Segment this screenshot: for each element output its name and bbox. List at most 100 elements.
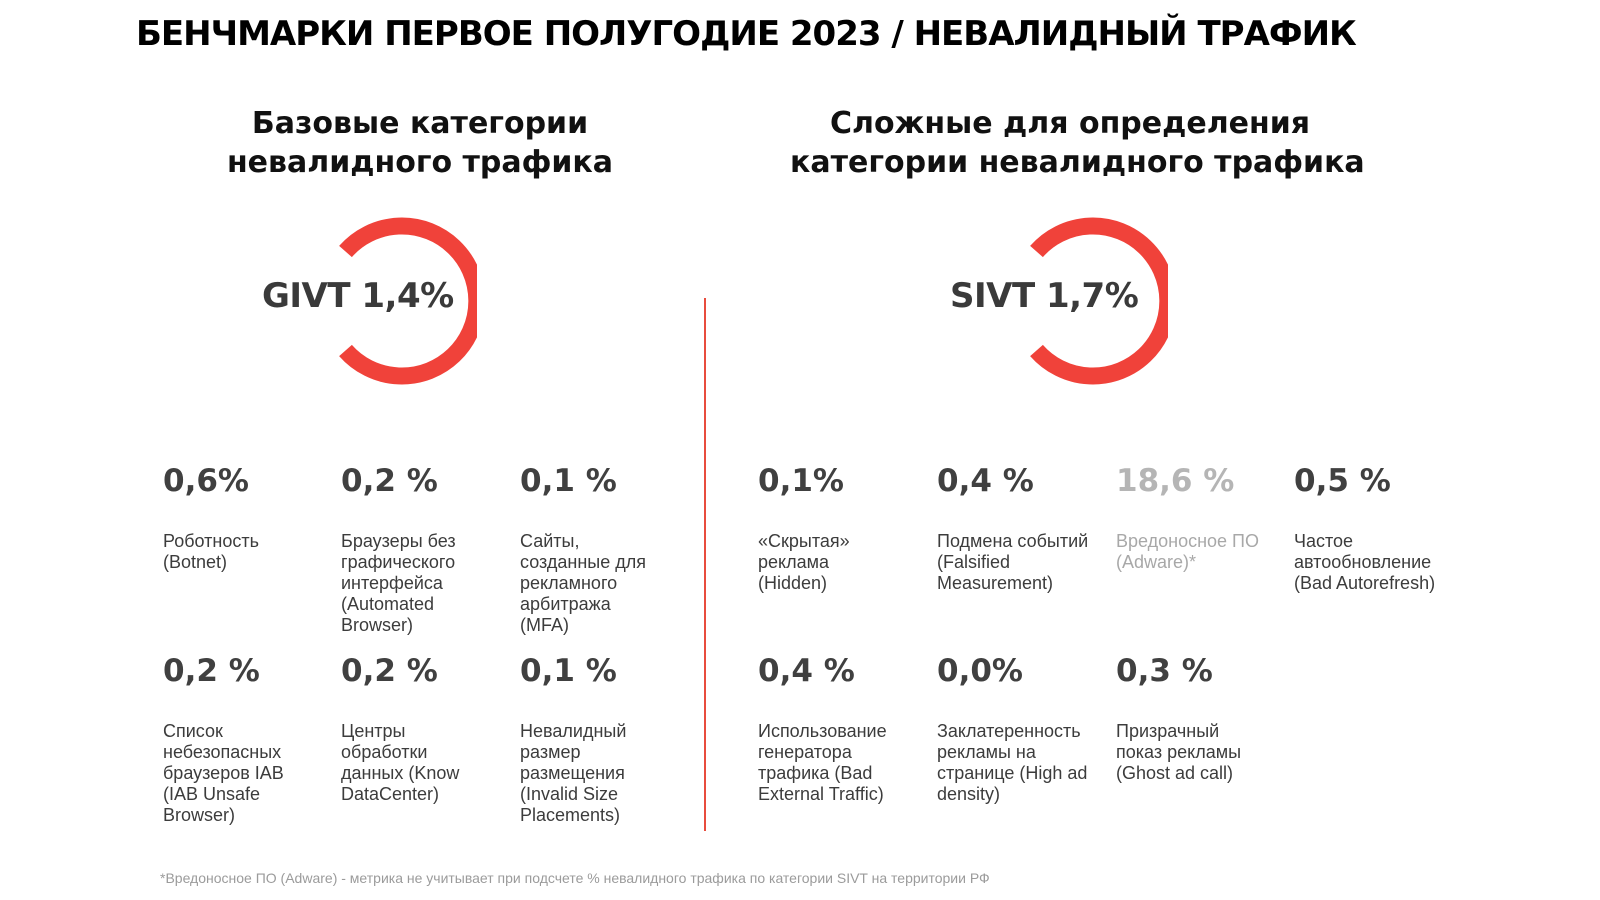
metric-label: Список небезопасных браузеров IAB (IAB Unsa… [163, 721, 333, 826]
metric-label-line: (Falsified [937, 552, 1011, 572]
metric-label-line: графического [341, 552, 456, 572]
metric-value: 0,6% [163, 463, 249, 499]
metric-label: Частое автообновление (Bad Autorefresh) [1294, 531, 1464, 594]
metric-label-line: (Adware)* [1116, 552, 1197, 572]
section-divider [704, 298, 706, 831]
right-metric-card: 0,1% «Скрытая» реклама (Hidden) [758, 463, 928, 594]
metric-label-line: странице (High ad [937, 763, 1088, 783]
metric-label-line: Браузеры без [341, 531, 456, 551]
metric-value: 0,2 % [341, 653, 438, 689]
metric-label-line: (IAB Unsafe [163, 784, 261, 804]
metric-value: 18,6 % [1116, 463, 1235, 499]
metric-value: 0,1 % [520, 463, 617, 499]
metric-label-line: Placements) [520, 805, 621, 825]
metric-label-line: данных (Know [341, 763, 460, 783]
metric-label-line: Использование [758, 721, 887, 741]
sivt-total: SIVT 1,7% [950, 276, 1139, 316]
metric-value: 0,0% [937, 653, 1023, 689]
metric-label: Вредоносное ПО (Adware)* [1116, 531, 1286, 573]
metric-value: 0,2 % [341, 463, 438, 499]
metric-label-line: «Скрытая» [758, 531, 850, 551]
metric-label: Призрачный показ рекламы (Ghost ad call) [1116, 721, 1286, 784]
metric-label-line: (Ghost ad call) [1116, 763, 1234, 783]
metric-label-line: External Traffic) [758, 784, 884, 804]
metric-value: 0,4 % [937, 463, 1034, 499]
metric-label-line: Роботность [163, 531, 259, 551]
metric-label-line: интерфейса [341, 573, 443, 593]
metric-label-line: генератора [758, 742, 852, 762]
metric-label: Заклатеренность рекламы на странице (High … [937, 721, 1107, 805]
metric-label: Сайты, созданные для рекламного арбитража (M… [520, 531, 690, 636]
metric-label-line: Невалидный [520, 721, 627, 741]
metric-value: 0,4 % [758, 653, 855, 689]
metric-label-line: арбитража [520, 594, 611, 614]
sivt-section-heading: Сложные для определения категории невали… [790, 104, 1365, 182]
right-metric-card: 0,5 % Частое автообновление (Bad Autorefres… [1294, 463, 1464, 594]
metric-label-line: Список [163, 721, 223, 741]
right-metric-card: 0,3 % Призрачный показ рекламы (Ghost ad ca… [1116, 653, 1286, 784]
metric-label-line: показ рекламы [1116, 742, 1242, 762]
metric-label-line: Заклатеренность [937, 721, 1081, 741]
left-metric-card: 0,2 % Браузеры без графического интерфейса(… [341, 463, 511, 636]
metric-label-line: (MFA) [520, 615, 569, 635]
heading-line: невалидного трафика [226, 145, 614, 180]
metric-label-line: автообновление [1294, 552, 1432, 572]
metric-label-line: Вредоносное ПО [1116, 531, 1259, 551]
givt-ring [339, 217, 477, 385]
left-metric-card: 0,1 % Невалидный размер размещения (Invalid … [520, 653, 690, 826]
metric-label: Роботность (Botnet) [163, 531, 333, 573]
metric-label-line: небезопасных [163, 742, 282, 762]
left-metric-card: 0,2 % Список небезопасных браузеров IAB (IAB… [163, 653, 333, 826]
heading-line: Базовые категории [251, 106, 589, 141]
metric-label-line: density) [937, 784, 1001, 804]
metric-label-line: размещения [520, 763, 625, 783]
heading-line: категории невалидного трафика [790, 145, 1365, 180]
metric-label: Центры обработки данных (Know DataCenter) [341, 721, 511, 805]
metric-label-line: размер [520, 742, 581, 762]
footnote: *Вредоносное ПО (Adware) - метрика не уч… [160, 870, 990, 886]
metric-label: «Скрытая» реклама (Hidden) [758, 531, 928, 594]
left-metric-card: 0,6% Роботность (Botnet) [163, 463, 333, 573]
right-metric-card: 0,4 % Подмена событий (Falsified Measuremen… [937, 463, 1107, 594]
metric-label-line: Browser) [163, 805, 236, 825]
metric-value: 0,1 % [520, 653, 617, 689]
page-title: БЕНЧМАРКИ ПЕРВОЕ ПОЛУГОДИЕ 2023 / НЕВАЛИ… [136, 14, 1357, 54]
metric-label-line: (Bad Autorefresh) [1294, 573, 1436, 593]
metric-label-line: (Hidden) [758, 573, 828, 593]
right-metric-card: 0,4 % Использование генератора трафика (Bad… [758, 653, 928, 805]
heading-line: Сложные для определения [829, 106, 1311, 141]
givt-section-heading: Базовые категории невалидного трафика [210, 104, 630, 182]
right-metric-card: 0,0% Заклатеренность рекламы на странице (H… [937, 653, 1107, 805]
metric-label-line: (Invalid Size [520, 784, 619, 804]
metric-label: Подмена событий (Falsified Measurement) [937, 531, 1107, 594]
sivt-ring [1030, 217, 1168, 385]
metric-label: Использование генератора трафика (Bad Exter… [758, 721, 928, 805]
metric-value: 0,2 % [163, 653, 260, 689]
metric-label: Браузеры без графического интерфейса (Autom… [341, 531, 511, 636]
left-metric-card: 0,2 % Центры обработки данных (Know DataCent… [341, 653, 511, 805]
metric-label-line: браузеров IAB [163, 763, 284, 783]
metric-label-line: (Botnet) [163, 552, 228, 572]
metric-value: 0,5 % [1294, 463, 1391, 499]
metric-label-line: Частое [1294, 531, 1354, 551]
metric-label: Невалидный размер размещения (Invalid Size P… [520, 721, 690, 826]
metric-label-line: (Automated [341, 594, 435, 614]
right-metric-card: 18,6 % Вредоносное ПО (Adware)* [1116, 463, 1286, 573]
metric-label-line: рекламного [520, 573, 618, 593]
metric-value: 0,1% [758, 463, 844, 499]
metric-label-line: Центры [341, 721, 406, 741]
metric-label-line: Measurement) [937, 573, 1054, 593]
metric-label-line: Browser) [341, 615, 414, 635]
metric-label-line: трафика (Bad [758, 763, 873, 783]
givt-total: GIVT 1,4% [262, 276, 454, 316]
left-metric-card: 0,1 % Сайты, созданные для рекламного арбитр… [520, 463, 690, 636]
metric-label-line: реклама [758, 552, 829, 572]
metric-value: 0,3 % [1116, 653, 1213, 689]
metric-label-line: созданные для [520, 552, 646, 572]
metric-label-line: Подмена событий [937, 531, 1089, 551]
metric-label-line: Сайты, [520, 531, 580, 551]
metric-label-line: DataCenter) [341, 784, 440, 804]
metric-label-line: обработки [341, 742, 428, 762]
metric-label-line: рекламы на [937, 742, 1036, 762]
metric-label-line: Призрачный [1116, 721, 1220, 741]
